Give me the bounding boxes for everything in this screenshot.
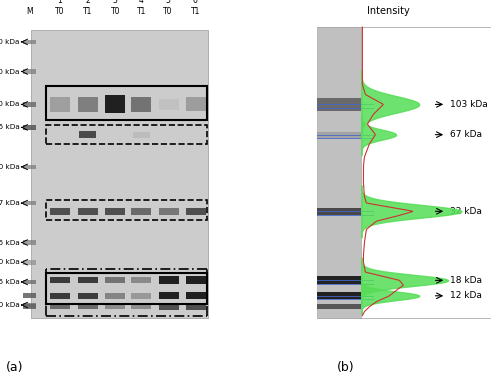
Text: 15 kDa: 15 kDa [0,279,20,285]
Bar [160,133,177,137]
Bar [50,304,70,309]
Bar [132,96,152,112]
Bar [186,276,206,285]
Text: Intensity: Intensity [367,6,410,15]
Bar [186,208,206,215]
Bar [78,208,98,215]
Bar [46,86,206,120]
Bar [23,164,36,169]
Bar [132,304,152,309]
Bar [23,102,36,107]
Bar [46,125,206,144]
Bar [50,293,70,299]
Bar [158,276,178,285]
Bar [132,277,152,283]
Bar [158,292,178,299]
Text: 100 kDa: 100 kDa [0,101,20,107]
Bar [186,292,206,299]
Bar [23,293,36,298]
Bar [317,276,362,285]
Bar [106,293,126,299]
Text: 150 kDa: 150 kDa [0,68,20,74]
Bar [23,303,36,307]
Bar [317,132,362,138]
Bar [46,273,206,304]
Text: 10 kDa: 10 kDa [0,302,20,308]
Text: 32 kDa: 32 kDa [450,207,482,216]
Text: 37 kDa: 37 kDa [0,200,20,206]
Bar [78,293,98,299]
Bar [106,277,126,283]
Bar [23,40,36,44]
Bar [317,27,362,318]
Bar [317,304,362,309]
Text: (b): (b) [336,361,354,374]
Text: 5
T0: 5 T0 [163,0,172,15]
Text: 75 kDa: 75 kDa [0,124,20,130]
Bar [23,280,36,284]
Text: 25 kDa: 25 kDa [0,240,20,246]
Text: 67 kDa: 67 kDa [450,130,482,139]
Text: 18 kDa: 18 kDa [450,276,482,285]
Text: M: M [26,6,32,15]
Bar [317,208,362,215]
Bar [158,208,178,215]
Bar [50,277,70,283]
Bar [186,98,206,111]
Bar [78,277,98,283]
Bar [23,125,36,130]
Text: 2
T1: 2 T1 [83,0,92,15]
Text: 1
T0: 1 T0 [55,0,64,15]
Text: (a): (a) [6,361,24,374]
Bar [106,95,126,113]
Bar [23,240,36,245]
Bar [132,208,152,215]
Text: 103 kDa: 103 kDa [450,100,488,109]
Bar [50,208,70,215]
Bar [188,133,204,137]
Bar [132,293,152,299]
Bar [50,96,70,112]
Text: 12 kDa: 12 kDa [450,291,482,300]
Bar [106,304,126,309]
Bar [317,292,362,299]
Text: 250 kDa: 250 kDa [0,39,20,45]
Text: 50 kDa: 50 kDa [0,164,20,170]
Bar [23,69,36,74]
Text: 6
T1: 6 T1 [190,0,200,15]
Bar [158,99,178,110]
Bar [23,201,36,205]
Bar [78,304,98,309]
Text: 4
T1: 4 T1 [137,0,146,15]
Bar [46,200,206,220]
Bar [158,304,178,310]
Bar [186,304,206,310]
Text: 20 kDa: 20 kDa [0,259,20,265]
Bar [317,98,362,111]
Bar [106,208,126,215]
Bar [23,260,36,265]
Bar [79,131,96,138]
Bar [23,304,36,309]
Text: 3
T0: 3 T0 [110,0,120,15]
Bar [133,132,150,138]
Bar [78,96,98,112]
Bar [31,30,208,318]
